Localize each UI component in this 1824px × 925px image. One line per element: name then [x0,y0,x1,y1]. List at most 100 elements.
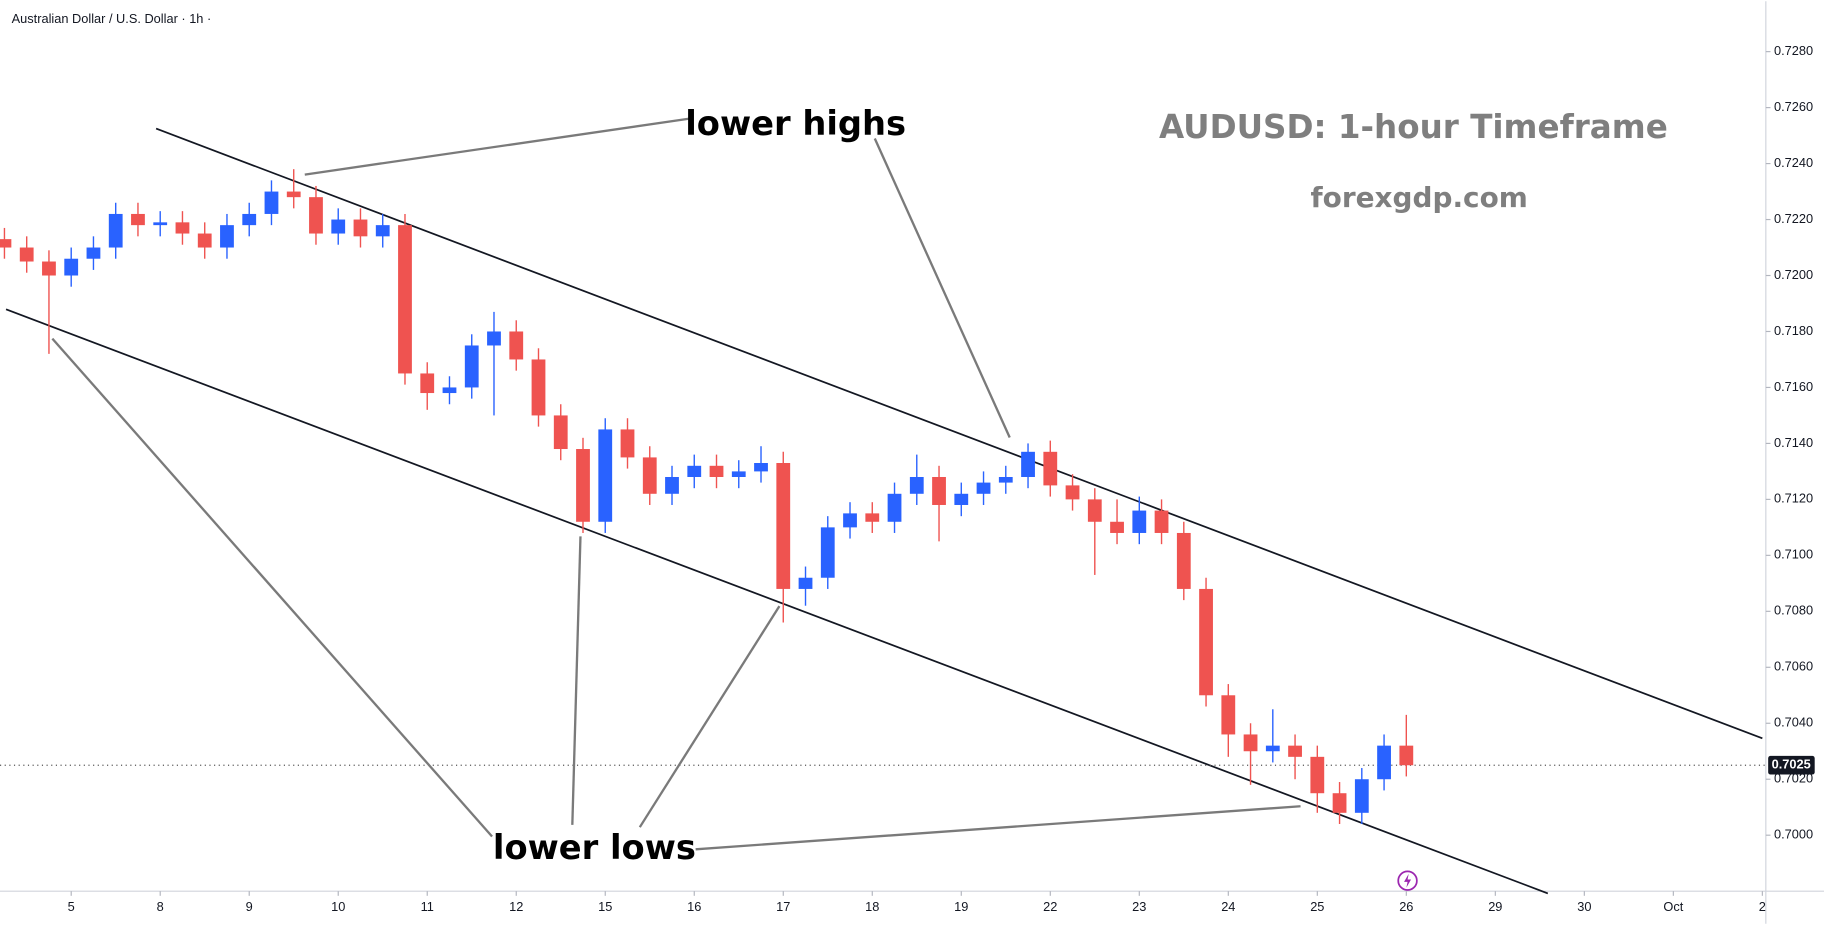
candle-body [531,359,546,416]
x-tick-label: 15 [598,899,612,914]
candle-body [865,513,880,522]
candle-body [1110,521,1124,533]
x-tick-label: 25 [1310,899,1324,914]
candle-body [442,387,457,394]
x-tick-label: 2 [1759,899,1766,914]
candle-body [1354,779,1369,813]
candle-body [1399,745,1414,766]
candle-body [709,465,724,477]
candle-body [220,225,234,248]
symbol-header: Australian Dollar / U.S. Dollar · 1h · [12,11,212,26]
candle-body [131,213,145,226]
candle-body [420,373,435,394]
pointer-line [304,117,689,176]
candle-body [932,476,946,505]
candle-body [909,476,924,494]
candle-body [487,331,501,346]
y-tick-label: 0.7100 [1774,547,1813,562]
annotation-pointers [51,117,1301,851]
candle-body [1332,793,1347,813]
replay-icon[interactable] [1397,870,1418,891]
y-tick-label: 0.7040 [1774,715,1813,730]
candle-body [153,222,168,226]
chart-subtitle: forexgdp.com [1311,181,1528,214]
candle-body [264,191,279,214]
trendline [5,308,1549,895]
y-tick-label: 0.7180 [1774,323,1813,338]
x-tick-label: 19 [954,899,968,914]
candle-body [242,213,257,226]
candle-body [1221,695,1236,735]
candle-body [1265,745,1280,752]
candle-body [1087,499,1102,522]
annotation: lower lows [493,828,696,867]
candle-body [42,261,56,276]
y-tick-label: 0.7140 [1774,435,1813,450]
x-tick-label: 24 [1221,899,1235,914]
x-tick-label: 30 [1577,899,1591,914]
candle-body [1199,588,1213,696]
icon-bolt[interactable] [1404,873,1412,888]
pointer-line [51,337,493,838]
candle-body [1377,745,1391,780]
y-tick-label: 0.7220 [1774,211,1813,226]
candle-body [309,197,323,234]
x-tick-label: 22 [1043,899,1057,914]
x-tick-label: 11 [421,899,434,914]
candle-body [887,493,902,522]
icon-circle[interactable] [1397,870,1418,891]
candle-body [798,577,813,589]
candle-body [1065,485,1080,500]
candle-body [331,219,346,234]
x-tick-label: 29 [1488,899,1502,914]
pointer-line [571,536,582,825]
candle-body [1310,756,1325,794]
candle-body [776,463,791,589]
candle-body [464,345,479,388]
candle-body [1132,510,1147,533]
candle-body [375,225,390,237]
candle-body [598,429,613,522]
y-tick-label: 0.7060 [1774,659,1813,674]
pointer-line [873,138,1011,438]
candle-body [553,415,568,450]
candle-body [1288,745,1302,757]
y-tick-label: 0.7000 [1774,827,1813,842]
x-tick-label: 16 [687,899,701,914]
pointer-line [638,605,781,828]
last-price-label: 0.7025 [1772,757,1811,772]
x-tick-label: 5 [68,899,75,914]
candle-body [108,213,123,248]
candle-body [353,219,368,237]
candle-body [509,331,524,360]
candle-body [843,513,857,528]
candle-body [576,449,590,522]
y-tick-label: 0.7260 [1774,99,1813,114]
candle-body [754,463,768,472]
y-tick-label: 0.7240 [1774,155,1813,170]
last-price-box [1768,755,1815,775]
x-tick-label: Oct [1663,899,1683,914]
candle-body [954,493,969,505]
candle-body [1243,734,1258,752]
x-tick-label: 18 [865,899,879,914]
candle-body [398,225,412,374]
candle-body [175,222,190,234]
candle-body [731,471,746,477]
candle-body [820,527,835,578]
candle-body [1176,532,1191,589]
candle-body [64,258,79,276]
candle-body [687,465,702,477]
x-tick-label: 17 [776,899,790,914]
x-tick-label: 23 [1132,899,1146,914]
candle-body [976,482,991,494]
trendline [155,127,1763,740]
candle-body [197,233,212,248]
y-tick-label: 0.7080 [1774,603,1813,618]
candle-body [620,429,635,458]
y-tick-label: 0.7280 [1774,43,1813,58]
candle-body [665,476,679,494]
y-tick-label: 0.7120 [1774,491,1813,506]
x-tick-label: 9 [246,899,253,914]
